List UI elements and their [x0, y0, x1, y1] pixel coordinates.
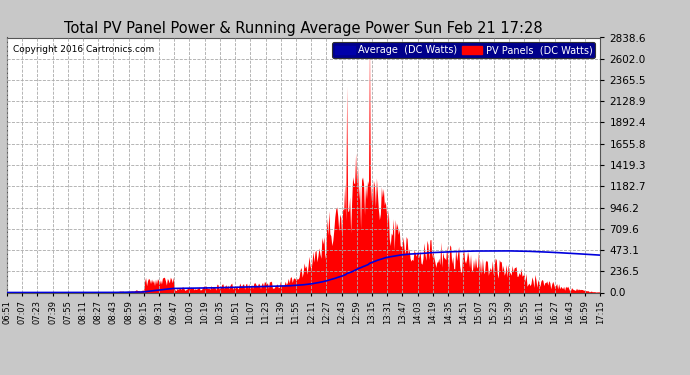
- Title: Total PV Panel Power & Running Average Power Sun Feb 21 17:28: Total PV Panel Power & Running Average P…: [64, 21, 543, 36]
- Legend: Average  (DC Watts), PV Panels  (DC Watts): Average (DC Watts), PV Panels (DC Watts): [332, 42, 595, 58]
- Text: Copyright 2016 Cartronics.com: Copyright 2016 Cartronics.com: [13, 45, 154, 54]
